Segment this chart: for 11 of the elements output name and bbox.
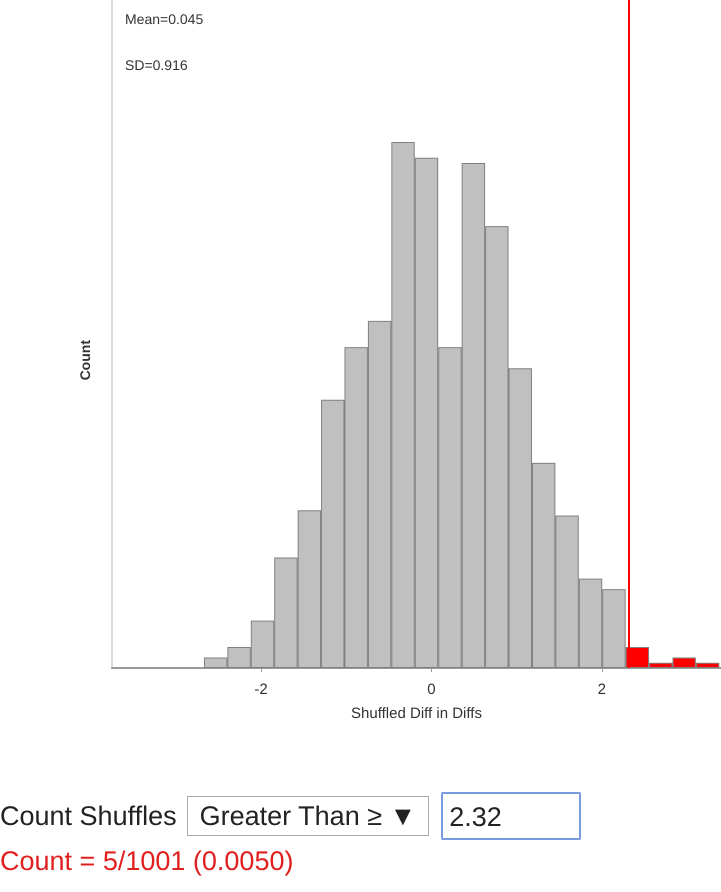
text-input-field: 2.32 [441,792,582,840]
dropdown-field: Greater Than ≥ ▼ [186,796,430,836]
x-tick-label: -2 [254,681,268,698]
x-axis-title: Shuffled Diff in Diffs [351,705,482,722]
text: Mean=0.045 [125,11,204,27]
text: SD=0.916 [125,57,188,73]
x-tick-label: 0 [427,681,436,698]
x-tick-label: 2 [598,681,606,698]
y-axis-title: Count [77,340,93,380]
text: Count = 5/1001 (0.0050) [0,846,294,877]
text: Count Shuffles [0,800,177,832]
